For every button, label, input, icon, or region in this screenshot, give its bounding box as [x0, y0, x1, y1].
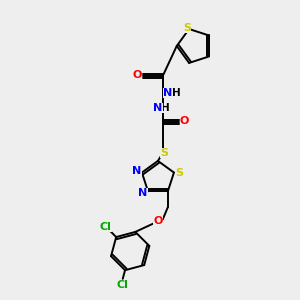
Text: S: S: [175, 167, 183, 178]
Text: O: O: [180, 116, 189, 126]
Text: N: N: [163, 88, 172, 98]
Text: N: N: [153, 103, 163, 113]
Text: O: O: [153, 216, 163, 226]
Text: Cl: Cl: [100, 222, 112, 232]
Text: H: H: [161, 103, 170, 113]
Text: N: N: [138, 188, 148, 198]
Text: O: O: [132, 70, 142, 80]
Text: S: S: [160, 148, 168, 158]
Text: S: S: [183, 23, 191, 33]
Text: H: H: [172, 88, 181, 98]
Text: Cl: Cl: [117, 280, 129, 290]
Text: N: N: [132, 166, 142, 176]
